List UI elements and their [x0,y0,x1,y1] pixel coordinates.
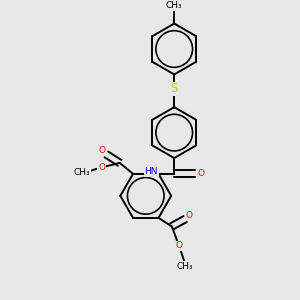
Text: S: S [170,82,178,95]
Text: CH₃: CH₃ [177,262,194,271]
Text: O: O [99,146,106,155]
Text: O: O [197,169,204,178]
Text: O: O [176,241,183,250]
Text: O: O [98,163,105,172]
Text: HN: HN [145,167,158,176]
Text: CH₃: CH₃ [166,1,182,10]
Text: O: O [186,211,193,220]
Text: CH₃: CH₃ [74,168,91,177]
